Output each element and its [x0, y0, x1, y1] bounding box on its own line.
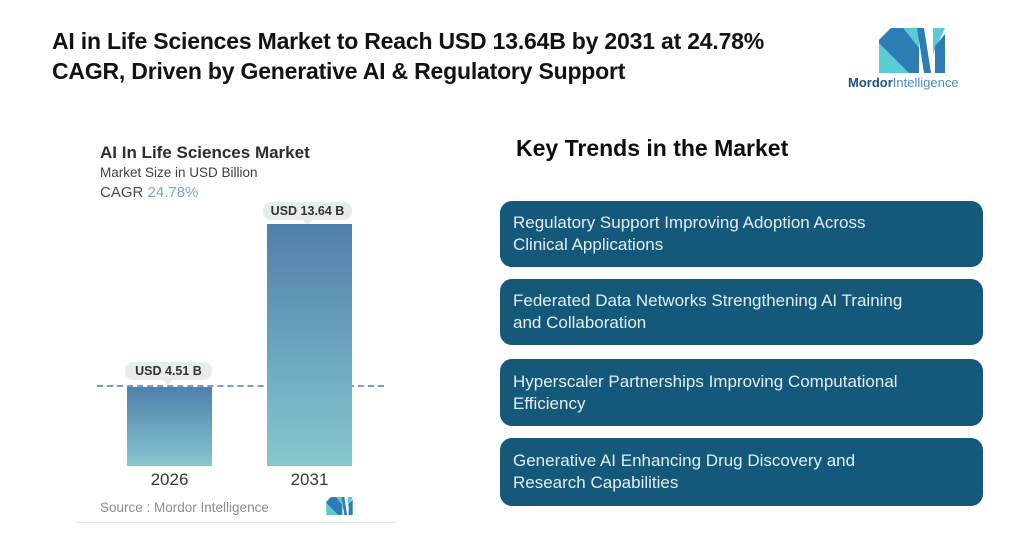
trend-card-regulatory-support: Regulatory Support Improving Adoption Ac… — [500, 201, 983, 267]
page-title: AI in Life Sciences Market to Reach USD … — [52, 26, 852, 86]
trend-card-generative-ai: Generative AI Enhancing Drug Discovery a… — [500, 438, 983, 506]
page-title-line2: CAGR, Driven by Generative AI & Regulato… — [52, 58, 626, 84]
bar-value-badge-2026: USD 4.51 B — [125, 362, 212, 380]
mordor-intelligence-logo-icon — [879, 28, 945, 73]
mordor-mini-logo-icon — [326, 497, 353, 515]
trend-text-line1: Hyperscaler Partnerships Improving Compu… — [513, 371, 898, 391]
reference-dashed-line — [97, 385, 384, 387]
bar-value-badge-2031: USD 13.64 B — [263, 202, 352, 220]
trend-card-hyperscaler-partnerships: Hyperscaler Partnerships Improving Compu… — [500, 359, 983, 426]
x-axis-label-2031: 2031 — [290, 470, 329, 489]
trend-text-line2: Research Capabilities — [513, 473, 679, 492]
source-attribution: Source : Mordor Intelligence — [100, 500, 269, 515]
chart-subtitle: Market Size in USD Billion — [100, 165, 258, 180]
trend-text-line1: Generative AI Enhancing Drug Discovery a… — [513, 451, 856, 470]
cagr-label: CAGR — [100, 184, 144, 201]
trend-text-line2: Clinical Applications — [513, 235, 664, 254]
trend-text-line1: Regulatory Support Improving Adoption Ac… — [513, 213, 866, 232]
chart-bottom-divider — [75, 522, 397, 523]
cagr-value: 24.78% — [147, 184, 199, 201]
x-axis-label-2026: 2026 — [150, 470, 189, 489]
trends-heading: Key Trends in the Market — [516, 135, 789, 161]
trend-text-line1: Federated Data Networks Strengthening AI… — [513, 291, 903, 310]
mordor-intelligence-wordmark: MordorIntelligence — [848, 75, 959, 90]
chart-cagr: CAGR 24.78% — [100, 184, 198, 201]
bar-2031 — [267, 224, 352, 466]
trend-text-line2: Efficiency — [513, 393, 586, 413]
brand-name-bold: Mordor — [848, 75, 893, 90]
bar-2026 — [127, 387, 212, 466]
page-title-line1: AI in Life Sciences Market to Reach USD … — [52, 28, 765, 54]
brand-name-light: Intelligence — [892, 75, 959, 90]
trend-card-federated-data: Federated Data Networks Strengthening AI… — [500, 279, 983, 345]
chart-title: AI In Life Sciences Market — [100, 143, 310, 162]
trend-text-line2: and Collaboration — [513, 313, 647, 332]
